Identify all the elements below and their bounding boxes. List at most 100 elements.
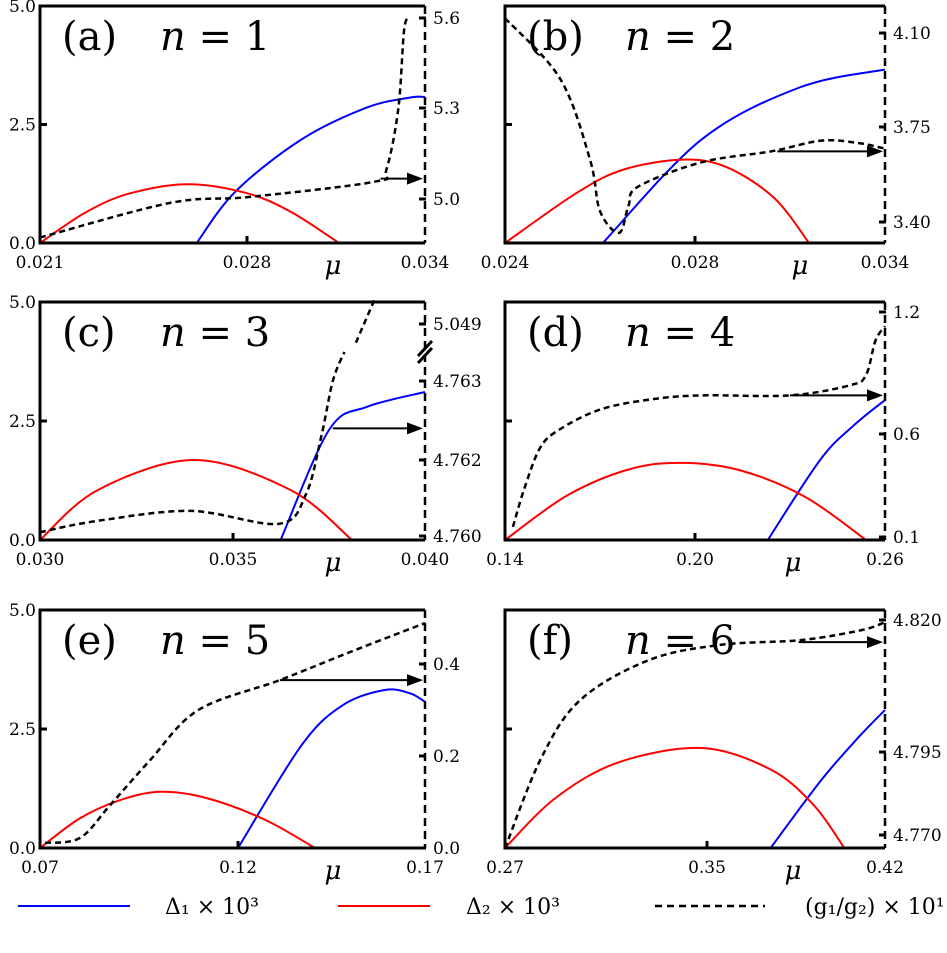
series-line-d2 — [40, 790, 316, 849]
y-tick-label-right: 4.10 — [893, 24, 931, 44]
x-axis-label: μ — [785, 856, 802, 886]
y-tick-label-left: 2.5 — [9, 720, 36, 740]
panel-title: n = 6 — [625, 618, 735, 664]
series-line-d1 — [769, 709, 886, 849]
panel-label: (a) — [62, 14, 117, 60]
y-tick-label-right: 3.75 — [893, 118, 931, 138]
x-axis-label: μ — [325, 548, 342, 578]
series-line-d2 — [505, 746, 846, 849]
y-tick-label-right: 0.0 — [433, 839, 460, 859]
panel-title: n = 5 — [160, 618, 270, 664]
x-tick-label: 0.034 — [401, 253, 450, 273]
legend-label-g: (g₁/g₂) × 10¹ — [805, 895, 945, 920]
y-tick-label-right: 4.760 — [433, 527, 482, 547]
x-tick-label: 0.17 — [406, 858, 444, 878]
series-line-g — [505, 17, 886, 235]
arrow-head — [867, 389, 883, 402]
arrow-head — [867, 636, 883, 649]
series-line-g — [44, 621, 426, 845]
panel-label: (b) — [527, 14, 584, 60]
series-line-g — [511, 325, 887, 528]
series-line-d1 — [237, 688, 426, 849]
panel-a: 0.021 0.028 0.034 μ 0.0 2.5 5.0 5.0 5.3 5.6 (a) n =… — [9, 0, 460, 281]
y-tick-label-left: 0.0 — [9, 234, 36, 254]
legend-label-d2: Δ₂ × 10³ — [466, 895, 560, 920]
panel-c: 0.030 0.035 0.040 μ 0.0 2.5 5.0 4.760 4.762 4.763… — [9, 293, 482, 578]
y-tick-label-right: 0.6 — [893, 425, 920, 445]
x-tick-label: 0.024 — [481, 253, 530, 273]
x-tick-label: 0.27 — [486, 858, 524, 878]
panel-title: n = 4 — [625, 310, 735, 356]
x-axis-label: μ — [325, 251, 342, 281]
x-tick-label: 0.034 — [861, 253, 910, 273]
y-tick-label-right: 0.2 — [433, 747, 460, 767]
y-tick-label-left: 2.5 — [9, 116, 36, 136]
panel-label: (d) — [527, 310, 584, 356]
x-tick-label: 0.26 — [866, 550, 904, 570]
series-line-d1 — [195, 95, 426, 244]
y-tick-label-left: 2.5 — [9, 412, 36, 432]
x-axis-label: μ — [325, 856, 342, 886]
axis-break-mark — [416, 346, 434, 365]
panel-d: 0.14 0.20 0.26 μ 0.1 0.6 1.2 (d) n = 4 — [486, 300, 920, 578]
x-axis-label: μ — [785, 548, 802, 578]
y-tick-label-right: 0.4 — [433, 655, 460, 675]
y-tick-label-right: 4.795 — [893, 743, 942, 763]
y-tick-label-right: 0.1 — [893, 528, 920, 548]
x-tick-label: 0.14 — [486, 550, 524, 570]
axis-break-mark — [416, 339, 434, 358]
y-tick-label-right: 4.770 — [893, 826, 942, 846]
x-tick-label: 0.030 — [16, 550, 65, 570]
panels: 0.021 0.028 0.034 μ 0.0 2.5 5.0 5.0 5.3 5.6 (a) n =… — [9, 0, 942, 886]
panel-label: (e) — [62, 618, 117, 664]
panel-title: n = 3 — [160, 310, 270, 356]
x-tick-label: 0.021 — [16, 253, 65, 273]
series-line-d2 — [505, 461, 867, 541]
series-line-d2 — [505, 158, 810, 244]
panel-title: n = 2 — [625, 14, 735, 60]
arrow-head — [407, 422, 423, 435]
y-tick-label-left: 5.0 — [9, 601, 36, 621]
y-tick-label-left: 0.0 — [9, 531, 36, 551]
y-tick-label-right: 4.820 — [893, 611, 942, 631]
panel-f: 0.27 0.35 0.42 μ 4.770 4.795 4.820 (f) n = 6 — [486, 608, 942, 886]
x-tick-label: 0.028 — [671, 253, 720, 273]
legend: Δ₁ × 10³ Δ₂ × 10³ (g₁/g₂) × 10¹ — [18, 895, 945, 920]
x-axis-label: μ — [792, 251, 809, 281]
y-tick-label-right: 5.3 — [433, 99, 460, 119]
y-tick-label-right: 4.762 — [433, 451, 482, 471]
x-tick-label: 0.12 — [219, 858, 257, 878]
x-tick-label: 0.040 — [401, 550, 450, 570]
arrow-head — [867, 145, 883, 158]
panel-label: (f) — [527, 618, 573, 664]
arrow-head — [407, 674, 423, 687]
panel-label: (c) — [62, 310, 116, 356]
legend-label-d1: Δ₁ × 10³ — [165, 895, 259, 920]
series-line-g — [505, 620, 886, 849]
y-tick-label-right: 3.40 — [893, 213, 931, 233]
y-tick-label-right: 5.0 — [433, 190, 460, 210]
series-line-g — [40, 351, 346, 534]
x-tick-label: 0.35 — [688, 858, 726, 878]
series-line-d1 — [766, 399, 886, 541]
y-tick-label-left: 5.0 — [9, 0, 36, 17]
x-tick-label: 0.20 — [676, 550, 714, 570]
y-tick-label-left: 0.0 — [9, 839, 36, 859]
series-line-g — [40, 16, 412, 239]
y-tick-label-right: 5.6 — [433, 9, 460, 29]
x-tick-label: 0.035 — [209, 550, 258, 570]
series-line-d2 — [40, 458, 353, 541]
panel-b: 0.024 0.028 0.034 μ 3.40 3.75 4.10 (b) n = 2 — [481, 4, 931, 281]
panel-e: 0.07 0.12 0.17 μ 0.0 2.5 5.0 0.0 0.2 0.4 (e) n = 5 — [9, 601, 460, 886]
y-tick-label-left: 5.0 — [9, 293, 36, 313]
x-tick-label: 0.07 — [21, 858, 59, 878]
series-line-d1 — [279, 391, 426, 541]
panel-title: n = 1 — [160, 14, 270, 60]
x-tick-label: 0.42 — [866, 858, 904, 878]
arrow-head — [407, 172, 423, 185]
y-tick-label-right: 5.049 — [433, 315, 482, 335]
y-tick-label-right: 4.763 — [433, 372, 482, 392]
x-tick-label: 0.028 — [223, 253, 272, 273]
series-line-d2 — [40, 183, 340, 244]
